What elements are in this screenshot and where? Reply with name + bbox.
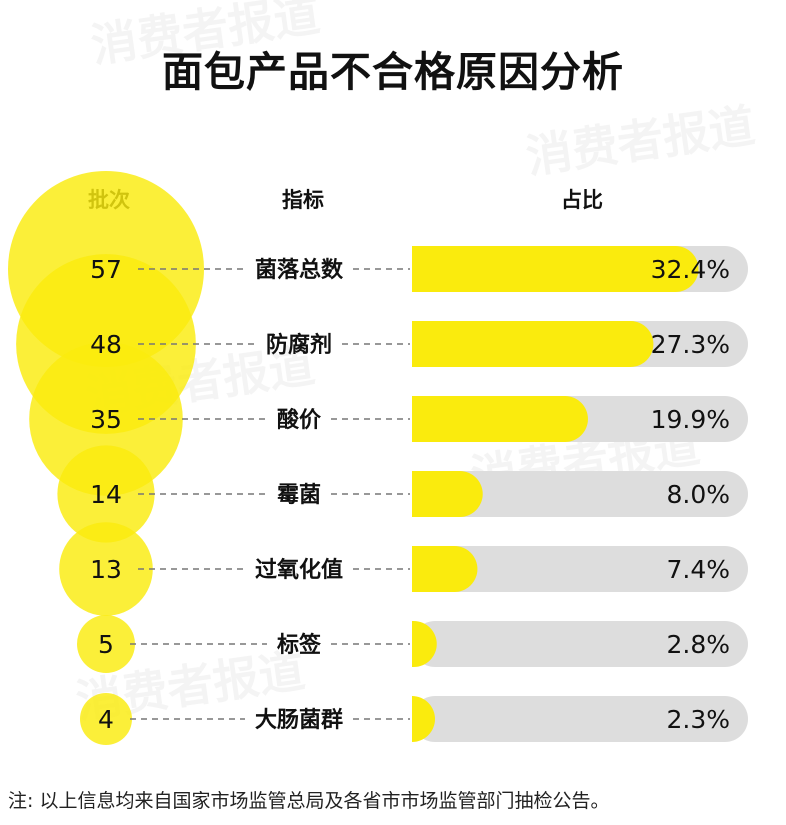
category-label: 标签 [277,632,322,658]
value-bar [412,546,478,592]
bar-track [412,696,748,742]
value-bar [412,696,435,742]
batch-count-label: 4 [98,705,114,734]
batch-count-label: 57 [90,255,122,284]
batch-bubble [77,615,135,673]
batch-bubble [57,445,155,543]
bar-track [412,471,748,517]
value-bar [412,321,654,367]
category-label: 霉菌 [277,483,321,508]
bar-track [412,546,748,592]
chart-row: 57 菌落总数 32.4% [90,246,748,292]
category-label: 酸价 [277,408,322,433]
page-title: 面包产品不合格原因分析 [162,48,624,96]
value-bar [412,471,483,517]
value-bar [412,246,699,292]
value-label: 7.4% [666,555,730,584]
category-label: 过氧化值 [255,557,343,583]
chart-row: 14 霉菌 8.0% [90,471,748,517]
chart-row: 4 大肠菌群 2.3% [98,696,748,742]
value-label: 32.4% [651,255,730,284]
value-label: 19.9% [651,405,730,434]
value-bar [412,621,437,667]
chart-row: 13 过氧化值 7.4% [90,546,748,592]
value-label: 2.8% [666,630,730,659]
chart-row: 35 酸价 19.9% [90,396,748,442]
bar-track [412,621,748,667]
footnote: 注: 以上信息均来自国家市场监管总局及各省市市场监管部门抽检公告。 [8,790,610,812]
batch-count-label: 13 [90,555,122,584]
value-label: 8.0% [666,480,730,509]
header-indicator: 指标 [282,188,324,212]
value-label: 2.3% [666,705,730,734]
value-label: 27.3% [651,330,730,359]
batch-count-label: 35 [90,405,122,434]
batch-bubble [29,342,183,496]
defect-chart: 57 菌落总数 32.4% 48 防腐剂 27.3% 35 酸价 19.9% 14 霉菌 8.0% 13… [8,171,748,745]
batch-bubbles [8,171,204,745]
value-bar [412,396,588,442]
category-label: 防腐剂 [266,332,332,358]
batch-count-label: 14 [90,480,122,509]
chart-row: 5 标签 2.8% [98,621,748,667]
batch-bubble [59,522,153,616]
header-share: 占比 [561,188,603,212]
category-label: 菌落总数 [255,257,344,283]
batch-bubble [80,693,132,745]
batch-count-label: 5 [98,630,114,659]
chart-row: 48 防腐剂 27.3% [90,321,748,367]
batch-count-label: 48 [90,330,122,359]
category-label: 大肠菌群 [255,707,343,733]
